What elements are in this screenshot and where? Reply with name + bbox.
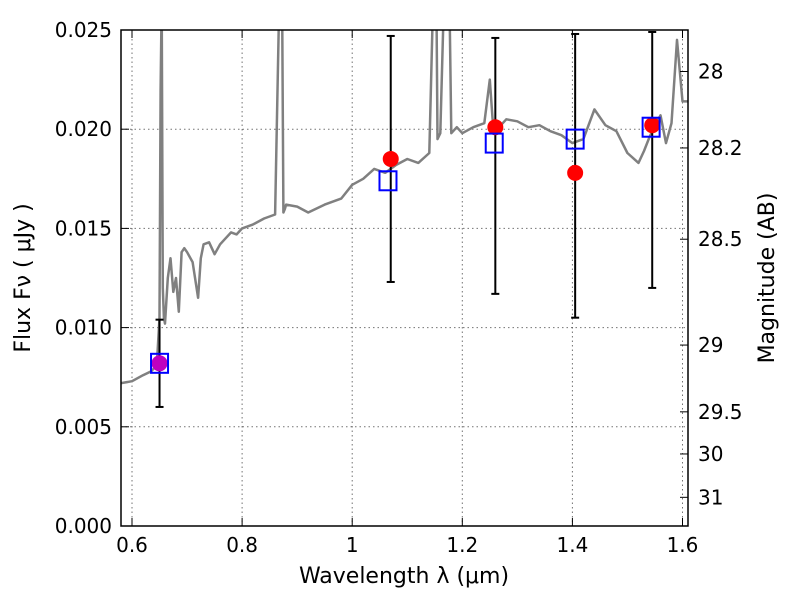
model-photometry-squares: [150, 116, 661, 374]
right-tick-label-4: 29.5: [698, 400, 743, 424]
y-tick-labels: 0.000 0.005 0.010 0.015 0.020 0.025: [55, 18, 112, 538]
model-square-4: [641, 116, 661, 138]
model-spectrum-line: [121, 30, 688, 385]
observed-points: [151, 117, 661, 372]
x-tick-labels: 0.6 0.8 1 1.2 1.4 1.6: [116, 533, 698, 557]
x-axis-title: Wavelength λ (μm): [299, 564, 509, 589]
right-tick-label-3: 29: [698, 333, 723, 357]
right-tick-label-1: 28.2: [698, 136, 743, 160]
observed-point-1: [382, 150, 399, 167]
y-tick-label-4: 0.020: [55, 117, 112, 141]
y-axis-title: Flux Fν ( μJy ): [11, 203, 36, 352]
x-tick-label-0: 0.6: [116, 533, 148, 557]
y-tick-label-3: 0.015: [55, 216, 112, 240]
right-tick-labels: 28 28.2 28.5 29 29.5 30 31: [698, 59, 743, 509]
y-tick-label-0: 0.000: [55, 514, 112, 538]
model-square-2: [484, 132, 504, 154]
y-tick-label-1: 0.005: [55, 415, 112, 439]
observed-point-2: [487, 119, 504, 136]
x-tick-label-4: 1.4: [556, 533, 588, 557]
right-tick-label-5: 30: [698, 442, 723, 466]
right-tick-label-0: 28: [698, 59, 723, 83]
model-square-1: [378, 170, 398, 192]
model-square-3: [565, 128, 585, 150]
observed-point-0: [151, 355, 168, 372]
observed-point-4: [644, 117, 661, 134]
right-axis-title: Magnitude (AB): [755, 193, 780, 364]
axis-ticks: [121, 29, 688, 527]
right-tick-label-6: 31: [698, 485, 723, 509]
error-bars: [155, 30, 657, 408]
x-tick-label-3: 1.2: [446, 533, 478, 557]
plot-frame: [120, 29, 689, 527]
grid: [121, 29, 688, 527]
y-tick-label-5: 0.025: [55, 18, 112, 42]
right-tick-label-2: 28.5: [698, 227, 743, 251]
y-tick-label-2: 0.010: [55, 316, 112, 340]
model-square-0: [150, 352, 170, 374]
x-tick-label-1: 0.8: [226, 533, 258, 557]
observed-point-3: [567, 164, 584, 181]
x-tick-label-2: 1: [346, 533, 359, 557]
x-tick-label-5: 1.6: [667, 533, 699, 557]
